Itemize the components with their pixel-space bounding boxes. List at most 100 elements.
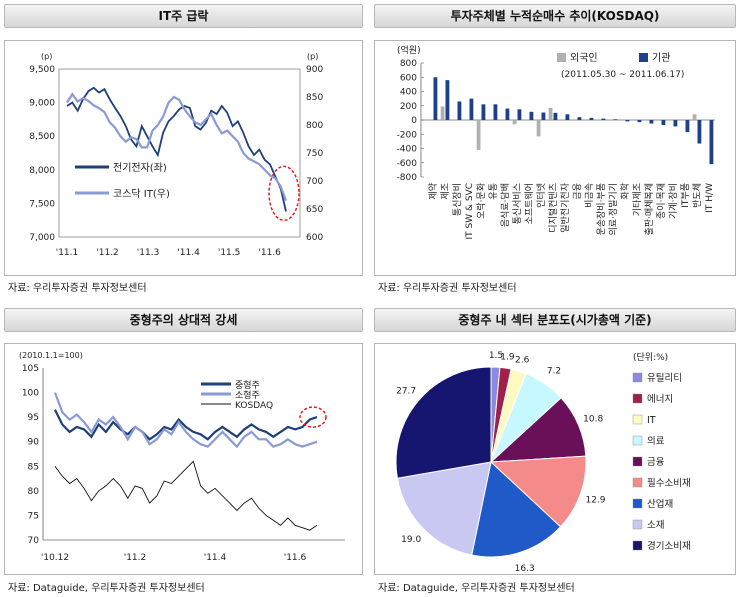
legend-label: 소형주 bbox=[235, 390, 260, 401]
bar bbox=[517, 109, 522, 120]
bar bbox=[637, 120, 642, 123]
y-tick-label: 75 bbox=[28, 511, 39, 521]
pie-slice bbox=[396, 461, 492, 556]
y-tick-label: 100 bbox=[22, 389, 39, 399]
x-tick-label: '11.6 bbox=[258, 248, 281, 258]
legend-label: IT bbox=[647, 415, 656, 426]
source-note: 자료: Dataguide, 우리투자증권 투자정보센터 bbox=[8, 583, 205, 594]
x-category-label: 의료·정밀기기 bbox=[607, 183, 619, 236]
legend-swatch bbox=[632, 540, 643, 551]
pie-data-label: 19.0 bbox=[401, 535, 421, 545]
x-category-label: 기계·장비 bbox=[667, 183, 679, 219]
panel-net-buy: 투자주체별 누적순매수 추이(KOSDAQ) (억원) -800 -600 -400 -… bbox=[374, 4, 736, 296]
y-tick-label: 105 bbox=[22, 364, 39, 374]
legend-swatch bbox=[632, 519, 643, 530]
legend-label: 전기전자(좌) bbox=[113, 162, 167, 174]
legend-label: 코스닥 IT(우) bbox=[113, 188, 170, 200]
legend-swatch bbox=[632, 456, 643, 467]
x-tick-label: '11.4 bbox=[177, 248, 200, 258]
legend-label: 금융 bbox=[647, 457, 665, 468]
x-category-label: IT SW & SVC bbox=[465, 183, 475, 240]
y-right-tick-label: 700 bbox=[306, 177, 323, 187]
panel-it-drop: IT주 급락 (p) (p) 7,000 7,500 8,000 8,500 9,000 9,… bbox=[4, 4, 363, 296]
y-left-tick-label: 7,500 bbox=[29, 199, 55, 209]
legend-swatch bbox=[632, 435, 643, 446]
legend-label: 의료 bbox=[647, 436, 665, 447]
bar bbox=[697, 120, 702, 144]
y-left-unit: (p) bbox=[41, 52, 52, 61]
series-line bbox=[66, 86, 287, 212]
y-tick-label: 95 bbox=[28, 413, 39, 423]
pie-data-label: 1.5 bbox=[489, 351, 503, 361]
y-right-tick-label: 900 bbox=[306, 65, 323, 75]
legend-label: 산업재 bbox=[647, 498, 673, 510]
source-note: 자료: 우리투자증권 투자정보센터 bbox=[378, 283, 517, 294]
pie-slice bbox=[489, 455, 587, 528]
bar bbox=[476, 120, 481, 150]
x-tick-label: '11.5 bbox=[218, 248, 241, 258]
x-category-label: IT H/W bbox=[705, 183, 715, 213]
y-tick-label: 70 bbox=[28, 536, 40, 546]
chart-subtitle: (2011.05.30 ~ 2011.06.17) bbox=[561, 70, 684, 80]
y-tick-label: -600 bbox=[397, 159, 418, 169]
legend-swatch bbox=[632, 393, 643, 404]
chart-net-buy: (억원) -800 -600 -400 -200 0 200 400 600 800 제약 제조 통신장… bbox=[397, 44, 715, 240]
bar bbox=[692, 114, 697, 120]
bar bbox=[673, 120, 678, 127]
highlight-circle bbox=[268, 165, 300, 222]
x-category-label: 소프트웨어 bbox=[523, 183, 535, 224]
bar bbox=[541, 112, 546, 120]
bar bbox=[601, 118, 606, 120]
source-note: 자료: Dataguide, 우리투자증권 투자정보센터 bbox=[378, 583, 575, 594]
x-category-label: 반도체 bbox=[692, 183, 703, 208]
bar bbox=[469, 98, 474, 120]
pie-data-label: 7.2 bbox=[547, 367, 561, 377]
chart-frame: 1.5 1.9 2.6 7.2 10.8 12.9 16.3 19.0 27.7 (단위:%) 유틸… bbox=[374, 343, 736, 575]
y-right-tick-label: 850 bbox=[306, 93, 323, 103]
y-right-unit: (p) bbox=[307, 52, 318, 61]
bar bbox=[529, 111, 534, 120]
bar bbox=[661, 120, 666, 125]
bar bbox=[548, 107, 553, 120]
legend-label: 경기소비재 bbox=[647, 540, 691, 552]
y-right-tick-label: 750 bbox=[306, 149, 323, 159]
chart-mid-cap: (2010.1.1=100) 70 75 80 85 90 95 100 105 '10.12 '1… bbox=[19, 351, 345, 563]
panel-title: 중형주의 상대적 강세 bbox=[4, 308, 363, 332]
series-line bbox=[53, 392, 318, 449]
legend-label: 필수소비재 bbox=[647, 477, 691, 489]
bar bbox=[440, 106, 445, 120]
series-line bbox=[66, 92, 288, 201]
bar bbox=[649, 120, 654, 124]
y-tick-label: 600 bbox=[400, 73, 417, 83]
x-tick-label: '11.3 bbox=[137, 248, 160, 258]
x-tick-label: '11.6 bbox=[284, 553, 307, 563]
x-category-label: 출판·매체복제 bbox=[644, 183, 655, 236]
unit-label: (단위:%) bbox=[633, 352, 668, 363]
chart-it-drop: (p) (p) 7,000 7,500 8,000 8,500 9,000 9,500 600 6… bbox=[29, 52, 323, 258]
highlight-circle bbox=[299, 406, 327, 428]
pie-slice bbox=[395, 366, 492, 479]
bar bbox=[625, 120, 630, 122]
y-tick-label: -200 bbox=[397, 130, 418, 140]
y-right-tick-label: 600 bbox=[306, 233, 323, 243]
x-tick-label: '10.12 bbox=[41, 553, 69, 563]
pie-data-label: 12.9 bbox=[585, 496, 605, 506]
bar bbox=[457, 101, 462, 120]
x-category-label: 운송장비·부품 bbox=[596, 183, 607, 236]
pie-slice bbox=[471, 461, 562, 558]
legend-swatch bbox=[557, 53, 566, 62]
panel-sector-pie: 중형주 내 섹터 분포도(시가총액 기준) 1.5 1.9 2.6 7.2 10.8 12… bbox=[374, 308, 736, 597]
y-tick-label: 400 bbox=[400, 88, 417, 98]
x-category-label: 비금속 bbox=[584, 183, 595, 208]
legend-swatch bbox=[632, 477, 643, 488]
bar bbox=[565, 114, 570, 120]
x-category-label: 금융 bbox=[572, 183, 583, 200]
x-tick-label: '11.4 bbox=[204, 553, 227, 563]
y-left-tick-label: 9,500 bbox=[29, 65, 55, 75]
pie-data-label: 16.3 bbox=[515, 564, 535, 572]
panel-title: IT주 급락 bbox=[4, 4, 363, 28]
x-category-label: 디지털컨텐츠 bbox=[547, 183, 559, 233]
legend-swatch bbox=[632, 498, 643, 509]
chart-sector-pie: 1.51.9 2.6 7.2 10.8 12.9 16.3 19.0 27.7 (단위:%) 유틸… bbox=[395, 351, 691, 574]
bar bbox=[577, 117, 582, 120]
